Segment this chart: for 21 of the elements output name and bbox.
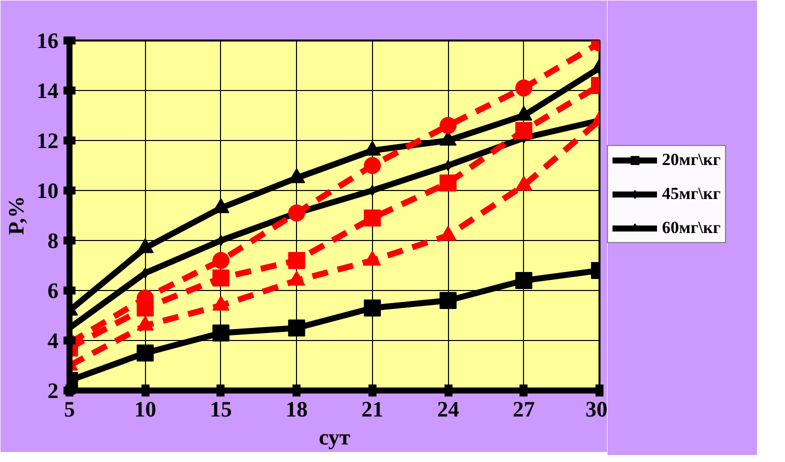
legend-label: 60мг\кг <box>662 218 721 238</box>
y-tick-label: 14 <box>36 78 58 103</box>
legend-label: 20мг\кг <box>662 150 721 170</box>
x-tick-label: 5 <box>64 396 75 422</box>
y-tick-label: 12 <box>36 128 58 153</box>
x-tick-label: 15 <box>210 396 232 422</box>
x-tick-label: 18 <box>286 396 308 422</box>
y-tick-label: 8 <box>48 228 58 253</box>
legend-label: 45мг\кг <box>662 184 721 204</box>
y-tick-label: 16 <box>36 28 58 53</box>
x-tick-label: 30 <box>586 396 608 422</box>
x-tick-label: 21 <box>361 396 384 422</box>
y-tick-label: 2 <box>48 378 58 403</box>
x-tick-label: 27 <box>512 396 535 422</box>
x-tick-label: 10 <box>134 396 156 422</box>
y-tick-label: 4 <box>48 328 58 353</box>
x-axis-title: сут <box>318 424 350 450</box>
y-axis-title: P,% <box>4 196 28 235</box>
y-tick-label: 6 <box>48 278 58 303</box>
y-tick-label: 10 <box>36 178 58 203</box>
x-tick-label: 24 <box>437 396 460 422</box>
